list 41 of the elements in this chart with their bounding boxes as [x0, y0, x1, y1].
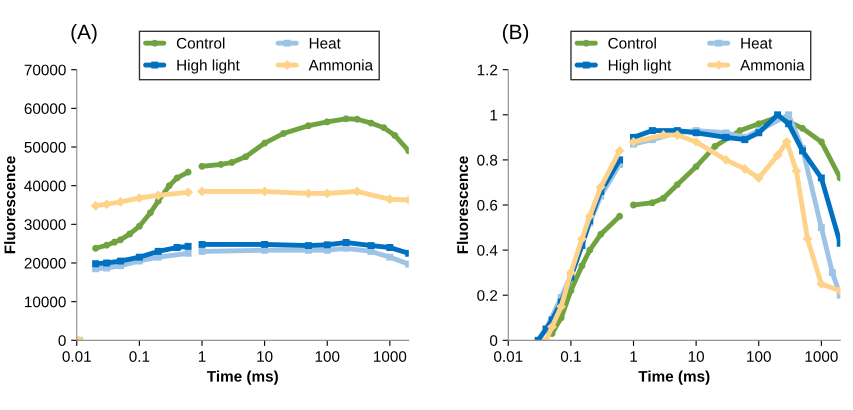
x-axis-title: Time (ms)	[638, 370, 710, 385]
chart-title: (A)	[71, 24, 97, 44]
legend-label: Control	[176, 37, 224, 49]
legend-label: Control	[608, 37, 656, 49]
y-axis-title: Fluorescence	[456, 156, 468, 254]
legend-label: Heat	[310, 38, 341, 49]
y-tick-label: 20000	[24, 258, 66, 269]
y-tick-label: 0.4	[477, 244, 498, 256]
x-tick-label: 100	[316, 351, 340, 362]
x-tick-label: 100	[747, 351, 771, 362]
legend-label: Ammonia	[308, 59, 374, 71]
x-tick-label: 0.1	[129, 351, 150, 362]
y-tick-label: 50000	[24, 142, 66, 153]
x-tick-label: 10	[257, 351, 273, 362]
y-tick-label: 0	[490, 335, 498, 346]
y-tick-label: 1	[490, 110, 498, 120]
x-tick-label: 1	[630, 351, 638, 362]
legend-label: Heat	[741, 38, 772, 49]
x-tick-label: 0.01	[494, 351, 522, 362]
y-tick-label: 0.6	[477, 200, 498, 211]
y-tick-label: 70000	[24, 64, 66, 76]
x-tick-label: 0.1	[560, 351, 581, 362]
y-tick-label: 0.8	[477, 154, 498, 166]
y-tick-label: 10000	[25, 296, 66, 308]
x-tick-label: 1000	[806, 351, 838, 362]
x-tick-label: 1000	[374, 351, 406, 362]
x-tick-label: 0.01	[62, 351, 91, 362]
y-tick-label: 30000	[24, 219, 66, 230]
x-tick-label: 1	[198, 351, 206, 362]
legend-label: High light	[608, 59, 672, 74]
y-tick-label: 60000	[24, 103, 66, 114]
y-tick-label: 0	[58, 335, 66, 346]
y-axis-title: Fluorescence	[4, 156, 16, 254]
y-tick-label: 40000	[24, 180, 66, 192]
y-tick-label: 1.2	[478, 64, 498, 76]
legend-label: High light	[177, 59, 240, 74]
y-tick-label: 0.2	[477, 290, 498, 301]
legend-label: Ammonia	[740, 59, 805, 71]
x-tick-label: 10	[688, 351, 704, 362]
x-axis-title: Time (ms)	[206, 370, 278, 385]
chart-title: (B)	[502, 24, 528, 44]
